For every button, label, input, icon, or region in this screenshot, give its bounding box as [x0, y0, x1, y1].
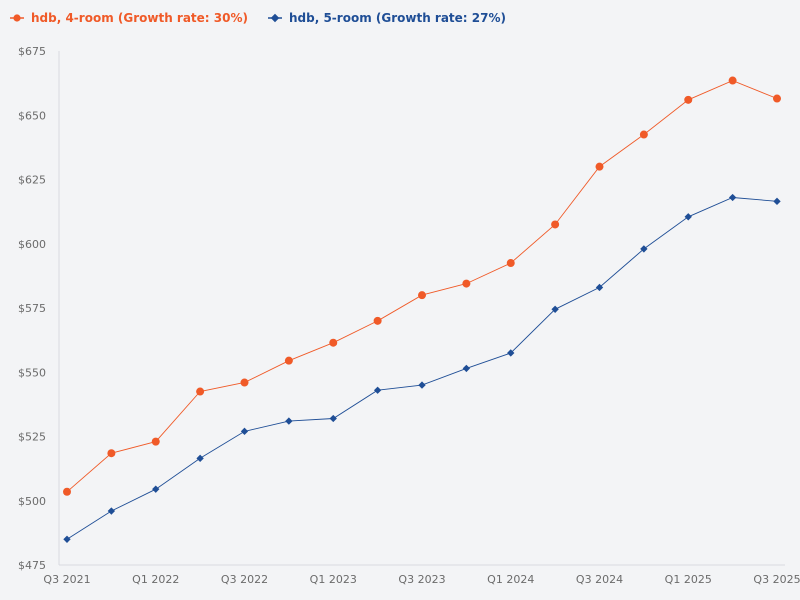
data-point[interactable]: [285, 417, 293, 425]
y-tick-label: $675: [18, 45, 46, 58]
data-point[interactable]: [684, 213, 692, 221]
y-tick-label: $575: [18, 302, 46, 315]
y-tick-label: $550: [18, 366, 46, 379]
x-tick-label: Q1 2024: [487, 573, 534, 586]
data-point[interactable]: [551, 220, 560, 229]
data-point[interactable]: [240, 427, 249, 436]
y-tick-label: $525: [18, 431, 46, 444]
y-tick-label: $625: [18, 174, 46, 187]
data-point[interactable]: [640, 245, 648, 253]
y-tick-label: $500: [18, 495, 46, 508]
series-line-4-room: [66, 80, 778, 493]
series-layer: [63, 76, 781, 543]
series-5-room: [63, 193, 781, 543]
data-point[interactable]: [284, 356, 293, 365]
data-point[interactable]: [329, 338, 338, 347]
data-point[interactable]: [329, 414, 337, 423]
data-point[interactable]: [551, 305, 559, 313]
y-tick-label: $600: [18, 238, 46, 251]
data-point[interactable]: [773, 197, 781, 206]
legend-marker-4-room: [13, 14, 21, 22]
x-tick-label: Q3 2023: [398, 573, 445, 586]
data-point[interactable]: [418, 381, 426, 389]
x-axis-ticks: Q3 2021 Q1 2022 Q3 2022 Q1 2023 Q3 2023 Q1 20…: [43, 573, 800, 586]
data-point[interactable]: [418, 291, 426, 300]
data-point[interactable]: [152, 485, 160, 493]
data-point[interactable]: [506, 259, 515, 268]
x-tick-label: Q1 2022: [132, 573, 179, 586]
x-tick-label: Q3 2024: [576, 573, 623, 586]
data-point[interactable]: [196, 454, 204, 463]
data-point[interactable]: [595, 283, 604, 292]
data-point[interactable]: [373, 316, 382, 325]
legend: hdb, 4-room (Growth rate: 30%) hdb, 5-ro…: [10, 11, 506, 25]
data-point[interactable]: [373, 386, 382, 394]
data-point[interactable]: [107, 507, 116, 515]
data-point[interactable]: [240, 378, 249, 387]
legend-marker-5-room: [270, 13, 280, 23]
x-tick-label: Q3 2022: [221, 573, 268, 586]
legend-label-4-room: hdb, 4-room (Growth rate: 30%): [31, 11, 248, 25]
data-point[interactable]: [728, 76, 737, 85]
data-point[interactable]: [773, 94, 781, 103]
data-point[interactable]: [107, 449, 116, 458]
series-line-5-room: [66, 197, 778, 540]
data-point[interactable]: [462, 279, 471, 288]
legend-label-5-room: hdb, 5-room (Growth rate: 27%): [289, 11, 506, 25]
data-point[interactable]: [63, 535, 71, 543]
data-point[interactable]: [639, 130, 648, 139]
data-point[interactable]: [196, 387, 205, 396]
data-point[interactable]: [728, 193, 737, 202]
data-point[interactable]: [595, 162, 604, 171]
data-point[interactable]: [63, 487, 71, 496]
x-tick-label: Q3 2021: [43, 573, 90, 586]
data-point[interactable]: [462, 364, 471, 373]
y-axis-ticks: $475 $500 $525 $550 $575 $600 $625 $650 $675: [18, 45, 46, 572]
data-point[interactable]: [684, 95, 693, 104]
data-point[interactable]: [151, 437, 160, 446]
x-tick-label: Q1 2023: [310, 573, 357, 586]
x-tick-label: Q1 2025: [665, 573, 712, 586]
legend-item-5-room[interactable]: hdb, 5-room (Growth rate: 27%): [268, 11, 506, 25]
y-tick-label: $475: [18, 559, 46, 572]
legend-item-4-room[interactable]: hdb, 4-room (Growth rate: 30%): [10, 11, 248, 25]
y-tick-label: $650: [18, 109, 46, 122]
x-tick-label: Q3 2025: [753, 573, 800, 586]
series-4-room: [63, 76, 781, 496]
